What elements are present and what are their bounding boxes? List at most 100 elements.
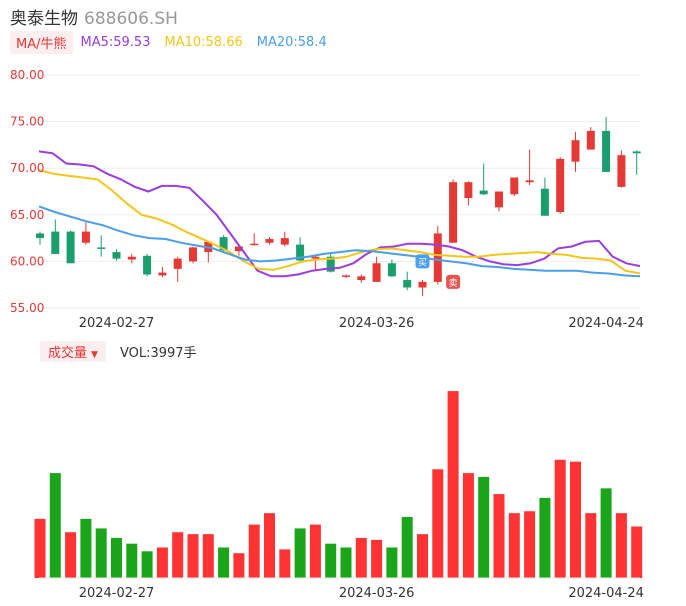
volume-bar bbox=[95, 528, 107, 578]
candle-body bbox=[326, 256, 335, 272]
volume-bar bbox=[600, 488, 612, 578]
volume-bar bbox=[218, 547, 230, 578]
candle-body bbox=[189, 247, 197, 262]
volume-tag-label: 成交量 bbox=[48, 345, 88, 361]
candle-body bbox=[495, 191, 503, 208]
candle-body bbox=[464, 182, 473, 199]
candle-body bbox=[234, 246, 243, 252]
volume-bar bbox=[585, 513, 597, 578]
ma5-line bbox=[38, 150, 641, 278]
candle-body bbox=[632, 151, 641, 154]
price-tick-label: 65.00 bbox=[10, 208, 44, 222]
volume-bar bbox=[49, 473, 61, 578]
date-tick-label: 2024-03-26 bbox=[339, 586, 415, 601]
moving-average-lines bbox=[38, 150, 641, 278]
candle-body bbox=[617, 155, 626, 187]
candle-body bbox=[51, 231, 60, 254]
date-tick-label: 2024-03-26 bbox=[339, 316, 415, 331]
candle-body bbox=[571, 140, 580, 162]
price-tick-label: 75.00 bbox=[10, 115, 44, 129]
candle-body bbox=[250, 243, 259, 246]
date-tick-label: 2024-04-24 bbox=[568, 586, 644, 601]
candle-body bbox=[372, 263, 381, 282]
volume-bar bbox=[202, 534, 214, 578]
candle-body bbox=[296, 244, 305, 261]
volume-bar bbox=[371, 539, 383, 578]
price-tick-label: 70.00 bbox=[10, 161, 44, 175]
ma20-line bbox=[38, 205, 641, 278]
price-axis-labels: 80.00 75.00 70.00 65.00 60.00 55.00 bbox=[10, 68, 44, 315]
candle-body bbox=[342, 275, 350, 277]
candle-body bbox=[387, 263, 396, 277]
volume-bar bbox=[462, 473, 474, 578]
price-tick-label: 80.00 bbox=[10, 68, 44, 82]
candle-body bbox=[265, 239, 274, 243]
volume-bar bbox=[386, 547, 398, 578]
candle-body bbox=[219, 237, 228, 251]
candle-body bbox=[403, 280, 412, 288]
volume-bar bbox=[309, 524, 321, 578]
volume-bar bbox=[156, 547, 168, 578]
volume-bar bbox=[432, 469, 444, 578]
buy-marker-icon bbox=[415, 254, 430, 269]
price-tick-label: 60.00 bbox=[10, 254, 44, 268]
candle-body bbox=[81, 231, 90, 243]
candle-body bbox=[510, 177, 519, 195]
candle-body bbox=[36, 233, 44, 239]
ma10-legend: MA10:58.66 bbox=[164, 34, 243, 50]
candle-body bbox=[433, 233, 442, 282]
volume-bar bbox=[264, 513, 275, 578]
volume-bar bbox=[340, 547, 352, 578]
volume-header: 成交量 ▼ VOL:3997手 bbox=[40, 340, 197, 362]
candle-body bbox=[127, 256, 136, 260]
volume-bar bbox=[325, 543, 337, 578]
date-tick-label: 2024-04-24 bbox=[568, 316, 644, 331]
candle-body bbox=[418, 281, 427, 288]
candle-body bbox=[525, 180, 534, 183]
volume-indicator-selector[interactable]: 成交量 ▼ bbox=[40, 340, 106, 362]
candle-body bbox=[66, 231, 75, 264]
buy-marker-label: 买 bbox=[418, 257, 427, 268]
volume-bar bbox=[524, 511, 536, 578]
volume-bar bbox=[65, 532, 77, 578]
candle-body bbox=[280, 238, 289, 245]
candle-body bbox=[479, 190, 488, 195]
date-axis-labels: 2024-02-27 2024-02-27 2024-03-26 2024-03-26… bbox=[79, 316, 644, 601]
sell-marker-icon bbox=[446, 274, 461, 289]
sell-marker-label: 卖 bbox=[449, 278, 458, 289]
dropdown-caret-icon: ▼ bbox=[91, 349, 98, 360]
volume-bar bbox=[279, 549, 291, 578]
candle-body bbox=[158, 272, 167, 276]
volume-bar bbox=[172, 532, 184, 578]
candle-body bbox=[143, 255, 152, 275]
trade-markers: 买卖 bbox=[415, 254, 461, 289]
volume-bar bbox=[111, 537, 122, 578]
ma10-line bbox=[38, 169, 641, 275]
volume-value: VOL:3997手 bbox=[119, 345, 197, 361]
volume-bar bbox=[631, 526, 643, 578]
volume-bar bbox=[417, 534, 428, 578]
ma-legend: MA/牛熊 MA5:59.53 MA10:58.66 MA20:58.4 bbox=[10, 30, 341, 54]
volume-bar bbox=[447, 391, 459, 578]
candlesticks bbox=[36, 116, 641, 296]
candle-body bbox=[556, 158, 565, 213]
volume-bar bbox=[615, 513, 627, 578]
candle-body bbox=[540, 188, 549, 216]
date-tick-label: 2024-02-27 bbox=[79, 316, 155, 331]
volume-bar bbox=[478, 476, 490, 578]
ma-indicator-selector[interactable]: MA/牛熊 bbox=[10, 30, 73, 54]
volume-bar bbox=[248, 524, 260, 578]
volume-bar bbox=[508, 513, 520, 578]
volume-bar bbox=[141, 551, 153, 578]
ma20-legend: MA20:58.4 bbox=[256, 34, 327, 50]
volume-bar bbox=[126, 543, 138, 578]
volume-bar bbox=[80, 518, 92, 578]
volume-bar bbox=[539, 497, 551, 578]
price-grid bbox=[39, 74, 640, 309]
volume-bar bbox=[233, 553, 245, 578]
ma5-legend: MA5:59.53 bbox=[80, 34, 151, 50]
volume-bar bbox=[493, 494, 505, 578]
stock-name: 奥泰生物 bbox=[10, 9, 78, 29]
stock-header: 奥泰生物 688606.SH bbox=[10, 4, 178, 29]
